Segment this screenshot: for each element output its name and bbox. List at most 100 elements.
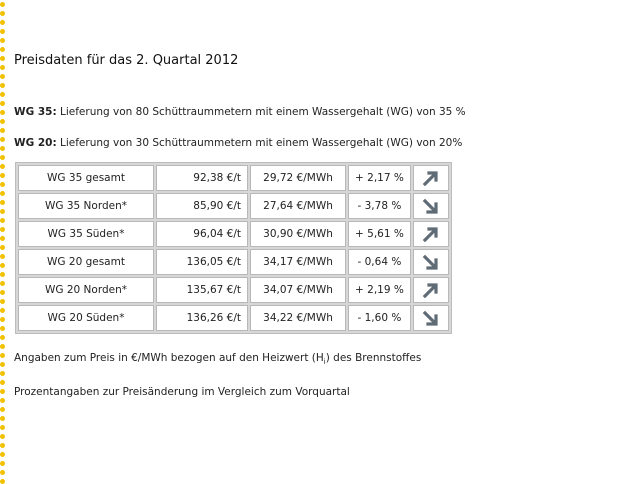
border-dot <box>0 326 5 331</box>
row-name-cell: WG 20 Norden* <box>18 277 154 303</box>
border-dot <box>0 236 5 241</box>
price-change-cell: - 0,64 % <box>348 249 411 275</box>
border-dot <box>0 128 5 133</box>
dotted-border <box>0 0 6 484</box>
border-dot <box>0 452 5 457</box>
border-dot <box>0 65 5 70</box>
border-dot <box>0 380 5 385</box>
price-per-mwh-cell: 34,07 €/MWh <box>250 277 346 303</box>
border-dot <box>0 155 5 160</box>
border-dot <box>0 353 5 358</box>
border-dot <box>0 389 5 394</box>
border-dot <box>0 416 5 421</box>
table-row: WG 35 gesamt 92,38 €/t 29,72 €/MWh + 2,17 % <box>18 165 449 191</box>
border-dot <box>0 173 5 178</box>
border-dot <box>0 263 5 268</box>
trend-cell <box>412 277 449 303</box>
price-change-cell: - 1,60 % <box>348 305 411 331</box>
note-text: Angaben zum Preis in €/MWh bezogen auf d… <box>14 352 324 364</box>
row-name-cell: WG 35 gesamt <box>18 165 154 191</box>
border-dot <box>0 434 5 439</box>
border-dot <box>0 317 5 322</box>
border-dot <box>0 110 5 115</box>
trend-cell <box>412 193 449 219</box>
border-dot <box>0 470 5 475</box>
trend-cell <box>412 249 449 275</box>
border-dot <box>0 101 5 106</box>
arrow-down-right-icon <box>422 310 438 326</box>
border-dot <box>0 92 5 97</box>
border-dot <box>0 2 5 7</box>
arrow-up-right-icon <box>422 283 438 299</box>
border-dot <box>0 182 5 187</box>
border-dot <box>0 11 5 16</box>
row-name-cell: WG 20 Süden* <box>18 305 154 331</box>
border-dot <box>0 290 5 295</box>
price-per-mwh-cell: 34,17 €/MWh <box>250 249 346 275</box>
price-change-cell: - 3,78 % <box>348 193 411 219</box>
border-dot <box>0 29 5 34</box>
table-row: WG 20 Norden* 135,67 €/t 34,07 €/MWh + 2,19… <box>18 277 449 303</box>
note-price-basis: Angaben zum Preis in €/MWh bezogen auf d… <box>14 352 421 366</box>
price-per-mwh-cell: 29,72 €/MWh <box>250 165 346 191</box>
border-dot <box>0 74 5 79</box>
border-dot <box>0 20 5 25</box>
border-dot <box>0 398 5 403</box>
border-dot <box>0 164 5 169</box>
border-dot <box>0 83 5 88</box>
border-dot <box>0 371 5 376</box>
definition-text: Lieferung von 80 Schüttraummetern mit ei… <box>56 106 466 118</box>
arrow-up-right-icon <box>422 171 438 187</box>
price-per-ton-cell: 136,26 €/t <box>156 305 248 331</box>
border-dot <box>0 38 5 43</box>
note-subscript: i <box>323 358 326 367</box>
definition-wg20: WG 20: Lieferung von 30 Schüttraummetern… <box>14 137 462 149</box>
price-per-mwh-cell: 27,64 €/MWh <box>250 193 346 219</box>
table-row: WG 20 Süden* 136,26 €/t 34,22 €/MWh - 1,60 … <box>18 305 449 331</box>
border-dot <box>0 281 5 286</box>
border-dot <box>0 308 5 313</box>
row-name-cell: WG 20 gesamt <box>18 249 154 275</box>
trend-cell <box>412 221 449 247</box>
border-dot <box>0 443 5 448</box>
arrow-down-right-icon <box>422 198 438 214</box>
note-text: ) des Brennstoffes <box>325 352 422 364</box>
price-per-mwh-cell: 30,90 €/MWh <box>250 221 346 247</box>
border-dot <box>0 119 5 124</box>
border-dot <box>0 407 5 412</box>
border-dot <box>0 137 5 142</box>
price-per-ton-cell: 136,05 €/t <box>156 249 248 275</box>
trend-cell <box>412 165 449 191</box>
border-dot <box>0 227 5 232</box>
border-dot <box>0 56 5 61</box>
table-row: WG 35 Süden* 96,04 €/t 30,90 €/MWh + 5,61 % <box>18 221 449 247</box>
table-row: WG 20 gesamt 136,05 €/t 34,17 €/MWh - 0,64 … <box>18 249 449 275</box>
price-change-cell: + 2,17 % <box>348 165 411 191</box>
border-dot <box>0 47 5 52</box>
price-per-ton-cell: 96,04 €/t <box>156 221 248 247</box>
price-change-cell: + 2,19 % <box>348 277 411 303</box>
note-percent-basis: Prozentangaben zur Preisänderung im Verg… <box>14 386 350 398</box>
border-dot <box>0 461 5 466</box>
border-dot <box>0 335 5 340</box>
border-dot <box>0 299 5 304</box>
border-dot <box>0 254 5 259</box>
price-per-ton-cell: 92,38 €/t <box>156 165 248 191</box>
price-table: WG 35 gesamt 92,38 €/t 29,72 €/MWh + 2,17 %… <box>15 162 452 334</box>
table-row: WG 35 Norden* 85,90 €/t 27,64 €/MWh - 3,78 … <box>18 193 449 219</box>
row-name-cell: WG 35 Norden* <box>18 193 154 219</box>
price-per-mwh-cell: 34,22 €/MWh <box>250 305 346 331</box>
arrow-down-right-icon <box>422 254 438 270</box>
definition-key: WG 20: <box>14 137 57 149</box>
border-dot <box>0 218 5 223</box>
price-per-ton-cell: 85,90 €/t <box>156 193 248 219</box>
row-name-cell: WG 35 Süden* <box>18 221 154 247</box>
border-dot <box>0 146 5 151</box>
border-dot <box>0 209 5 214</box>
definition-wg35: WG 35: Lieferung von 80 Schüttraummetern… <box>14 106 466 118</box>
border-dot <box>0 245 5 250</box>
border-dot <box>0 272 5 277</box>
border-dot <box>0 344 5 349</box>
border-dot <box>0 191 5 196</box>
arrow-up-right-icon <box>422 227 438 243</box>
